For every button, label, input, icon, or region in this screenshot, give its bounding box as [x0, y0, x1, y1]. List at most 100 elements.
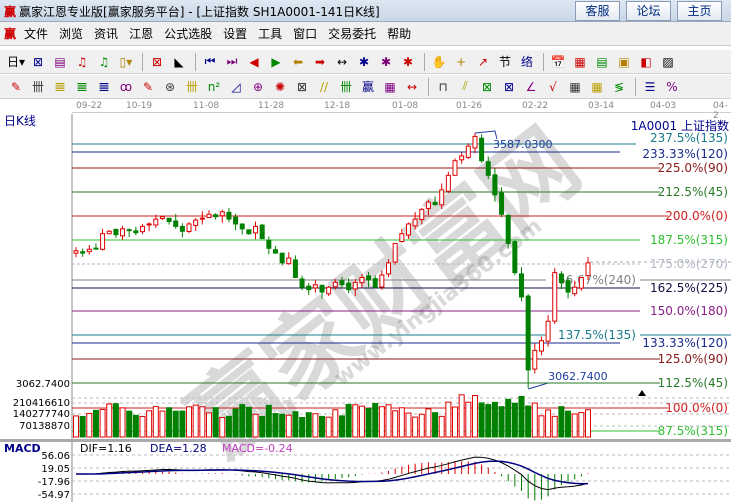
toolbar-tool-icon[interactable]: %: [666, 79, 678, 94]
toolbar-tool-icon[interactable]: ▦: [384, 79, 396, 94]
toolbar-tool-icon[interactable]: 卌: [339, 80, 352, 94]
candle-body: [199, 217, 205, 220]
toolbar-tool-icon[interactable]: ⏭: [226, 54, 238, 68]
candle-body: [452, 160, 458, 176]
toolbar-tool-icon[interactable]: 𝌆: [76, 79, 88, 94]
toolbar-tool-icon[interactable]: √: [549, 79, 557, 94]
toolbar-tool-icon[interactable]: ▯▾: [119, 54, 133, 69]
volume-bar: [332, 409, 339, 438]
toolbar-tool-icon[interactable]: 日▾: [6, 55, 26, 69]
toolbar-tool-icon[interactable]: 节: [498, 55, 511, 69]
toolbar-tool-icon[interactable]: ◿: [231, 79, 241, 94]
volume-bar: [299, 416, 306, 438]
homepage-button[interactable]: 主页: [677, 1, 722, 21]
menu-item[interactable]: 工具: [258, 27, 283, 41]
toolbar-tool-icon[interactable]: ▤: [596, 54, 608, 69]
menu-item[interactable]: 浏览: [59, 27, 84, 41]
toolbar-tool-icon[interactable]: ◣: [174, 54, 184, 69]
volume-bar: [358, 405, 365, 438]
toolbar-tool-icon[interactable]: ⬅: [292, 54, 304, 69]
volume-bar: [365, 407, 372, 438]
volume-bar: [398, 407, 405, 438]
menu-item[interactable]: 窗口: [293, 27, 318, 41]
volume-bar: [345, 403, 352, 438]
toolbar-tool-icon[interactable]: ⊠: [32, 54, 44, 69]
toolbar-tool-icon[interactable]: ✱: [402, 54, 414, 69]
customer-service-button[interactable]: 客服: [575, 1, 620, 21]
toolbar-tool-icon[interactable]: ⊠: [296, 79, 308, 94]
toolbar-tool-icon[interactable]: ⊠: [151, 54, 163, 69]
toolbar-tool-icon[interactable]: ✋: [431, 54, 447, 69]
toolbar-tool-icon[interactable]: //: [319, 79, 329, 94]
menu-item[interactable]: 文件: [24, 27, 49, 41]
menu-item[interactable]: 设置: [223, 27, 248, 41]
toolbar-tool-icon[interactable]: ✱: [358, 54, 370, 69]
toolbar-tool-icon[interactable]: ≶: [613, 79, 625, 94]
toolbar-tool-icon[interactable]: ⊕: [252, 79, 264, 94]
candle-body: [239, 223, 245, 230]
toolbar-tool-icon[interactable]: ⫽: [462, 79, 468, 93]
volume-bar: [425, 408, 432, 438]
toolbar-tool-icon[interactable]: ▦: [591, 79, 603, 94]
app-logo-icon: 赢: [4, 5, 17, 19]
forum-button[interactable]: 论坛: [626, 1, 671, 21]
candle-body: [519, 273, 525, 298]
toolbar-tool-icon[interactable]: ⊠: [481, 79, 493, 94]
candle-body: [219, 211, 225, 217]
toolbar-tool-icon[interactable]: ▦: [569, 79, 581, 94]
toolbar-tool-icon[interactable]: ꝏ: [119, 79, 133, 94]
menu-item[interactable]: 资讯: [94, 27, 119, 41]
toolbar-tool-icon[interactable]: ▶: [271, 54, 281, 69]
menu-item[interactable]: 交易委托: [328, 27, 377, 41]
toolbar-tool-icon[interactable]: ▨: [662, 54, 674, 69]
toolbar-tool-icon[interactable]: +: [455, 54, 467, 69]
toolbar-tool-icon[interactable]: ✎: [10, 79, 22, 94]
toolbar-tool-icon[interactable]: ♫: [76, 54, 88, 69]
toolbar-tool-icon[interactable]: ✱: [380, 54, 392, 69]
toolbar-tool-icon[interactable]: 卌: [185, 80, 198, 94]
toolbar-tool-icon[interactable]: 卌: [31, 80, 44, 94]
toolbar-tool-icon[interactable]: ↔: [406, 79, 418, 94]
candle-body: [159, 216, 165, 220]
toolbar-tool-icon[interactable]: ↔: [336, 54, 348, 69]
toolbar-tool-icon[interactable]: ⊓: [438, 79, 448, 94]
toolbar-tool-icon[interactable]: 𝌆: [98, 79, 110, 94]
date-tick-label: 09-22: [76, 101, 103, 111]
candle-body: [405, 223, 411, 236]
toolbar-tool-icon[interactable]: ◧: [640, 54, 652, 69]
volume-tick-label: 70138870: [19, 421, 70, 432]
menu-logo-icon: 赢: [4, 27, 17, 41]
candle-body: [552, 272, 558, 322]
toolbar-tool-icon[interactable]: n²: [207, 79, 221, 94]
toolbar-tool-icon[interactable]: ✺: [274, 79, 286, 94]
toolbar-tool-icon[interactable]: ▤: [54, 54, 66, 69]
toolbar-tool-icon[interactable]: ◀: [249, 54, 259, 69]
candle-body: [379, 274, 385, 288]
menu-item[interactable]: 江恩: [129, 27, 154, 41]
toolbar-tool-icon[interactable]: ♫: [98, 54, 110, 69]
toolbar-tool-icon[interactable]: 络: [520, 55, 533, 69]
menu-item[interactable]: 公式选股: [164, 27, 213, 41]
toolbar-tool-icon[interactable]: ➡: [314, 54, 326, 69]
toolbar-tool-icon[interactable]: 📅: [550, 54, 566, 69]
toolbar-tool-icon[interactable]: ▦: [574, 54, 586, 69]
toolbar-tool-icon[interactable]: 赢: [361, 80, 374, 94]
toolbar-tool-icon[interactable]: ☰: [644, 79, 656, 94]
toolbar-separator: [424, 52, 425, 71]
toolbar-tool-icon[interactable]: ⏮: [204, 54, 216, 68]
menu-item[interactable]: 帮助: [387, 27, 412, 41]
toolbar-tool-icon[interactable]: ↗: [477, 54, 489, 69]
volume-bar: [166, 407, 173, 438]
toolbar-tool-icon[interactable]: ▣: [618, 54, 630, 69]
volume-tick-label: 210416610: [13, 398, 70, 409]
toolbar-tool-icon[interactable]: ✎: [142, 79, 154, 94]
toolbar-tool-icon[interactable]: ∠: [525, 79, 537, 94]
volume-bar: [338, 415, 345, 438]
candle-body: [173, 220, 179, 227]
candle-body: [578, 276, 584, 289]
toolbar-tool-icon[interactable]: 𝌆: [54, 79, 66, 94]
volume-bar: [511, 402, 518, 438]
toolbar-tool-icon[interactable]: ⊛: [164, 79, 176, 94]
toolbar-tool-icon[interactable]: ⊠: [503, 79, 515, 94]
